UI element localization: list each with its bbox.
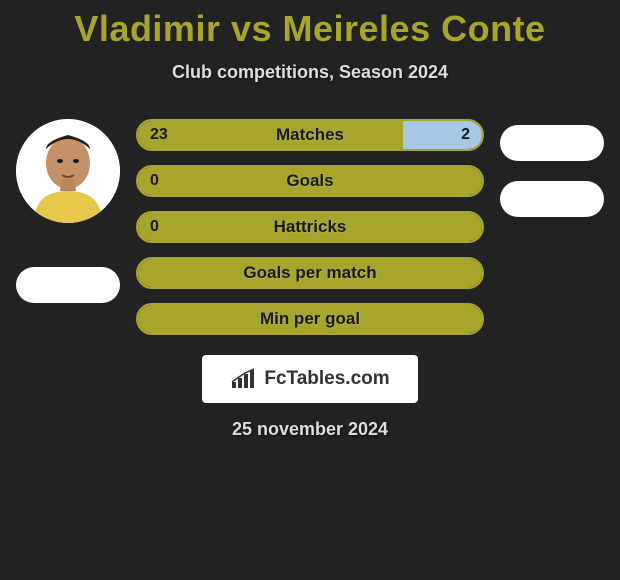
player-right-side — [492, 119, 612, 349]
watermark-text: FcTables.com — [264, 368, 389, 390]
date-text: 25 november 2024 — [0, 419, 620, 440]
page-title: Vladimir vs Meireles Conte — [0, 0, 620, 50]
bars-icon — [230, 368, 258, 390]
page-subtitle: Club competitions, Season 2024 — [0, 62, 620, 83]
stat-row: 0Hattricks — [136, 211, 484, 243]
stat-label: Matches — [138, 121, 482, 149]
stat-row: Min per goal — [136, 303, 484, 335]
player-left-side — [8, 119, 128, 349]
stat-label: Goals per match — [138, 259, 482, 287]
stat-row: 0Goals — [136, 165, 484, 197]
stat-row: 232Matches — [136, 119, 484, 151]
comparison-content: 232Matches 0Goals 0Hattricks Goals per matc… — [0, 119, 620, 349]
stat-label: Goals — [138, 167, 482, 195]
comparison-bars: 232Matches 0Goals 0Hattricks Goals per matc… — [128, 119, 492, 349]
avatar-photo-icon — [16, 119, 120, 223]
player-right-name-pill — [500, 181, 604, 217]
stat-label: Hattricks — [138, 213, 482, 241]
player-left-name-pill — [16, 267, 120, 303]
watermark: FcTables.com — [202, 355, 418, 403]
stat-label: Min per goal — [138, 305, 482, 333]
stat-row: Goals per match — [136, 257, 484, 289]
player-right-avatar-pill — [500, 125, 604, 161]
player-left-avatar — [16, 119, 120, 223]
